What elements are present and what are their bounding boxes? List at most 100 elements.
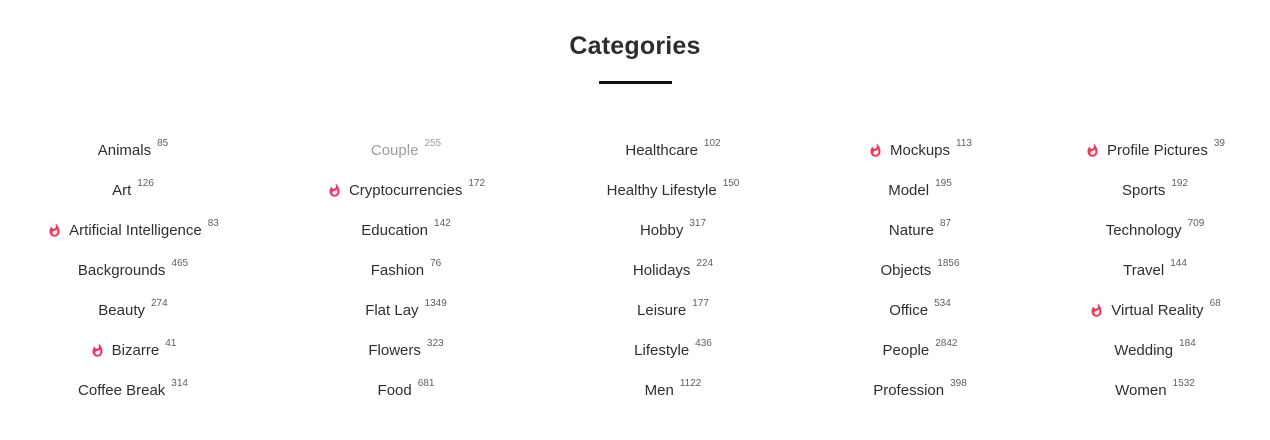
category-column: Healthcare 102 Healthy Lifestyle 150 Hob… [546,130,800,410]
category-count: 681 [417,378,435,389]
category-link[interactable]: Virtual Reality 68 [1040,290,1270,330]
category-count: 398 [950,378,967,389]
category-label: Healthcare [625,141,698,159]
category-link[interactable]: Profile Pictures 39 [1040,130,1270,170]
category-label: Backgrounds [77,261,166,279]
category-link[interactable]: Animals 85 [0,130,266,170]
category-label: Virtual Reality [1111,301,1204,319]
category-link[interactable]: Profession 398 [800,370,1040,410]
category-link[interactable]: Wedding 184 [1040,330,1270,370]
flame-icon [327,182,342,199]
category-count: 534 [934,298,951,309]
category-label: Men [644,381,674,399]
category-column: Couple 255 Cryptocurrencies 172 Educatio… [266,130,546,410]
category-link[interactable]: Nature 87 [800,210,1040,250]
category-link[interactable]: Flowers 323 [266,330,546,370]
category-link[interactable]: Flat Lay 1349 [266,290,546,330]
category-count: 113 [956,138,972,149]
category-link[interactable]: Leisure 177 [546,290,800,330]
category-label: Healthy Lifestyle [606,181,717,199]
category-label: Women [1115,381,1167,399]
category-label: Technology [1105,221,1182,239]
category-label: Flat Lay [365,301,419,319]
category-label: Coffee Break [78,381,166,399]
category-label: Lifestyle [634,341,690,359]
category-link[interactable]: Women 1532 [1040,370,1270,410]
category-count: 1856 [937,258,960,269]
category-link[interactable]: Coffee Break 314 [0,370,266,410]
flame-icon [868,142,883,159]
category-count: 1349 [424,298,447,309]
category-count: 87 [939,218,952,229]
category-count: 142 [434,218,451,229]
category-link[interactable]: Technology 709 [1040,210,1270,250]
category-label: Objects [880,261,932,279]
category-link[interactable]: Cryptocurrencies 172 [266,170,546,210]
category-count: 144 [1170,258,1187,269]
category-label: Hobby [639,221,684,239]
category-link[interactable]: Objects 1856 [800,250,1040,290]
category-label: Office [889,301,929,319]
flame-icon [47,222,62,239]
category-count: 68 [1209,298,1221,309]
category-link[interactable]: Lifestyle 436 [546,330,800,370]
category-label: Artificial Intelligence [69,221,202,239]
category-label: Couple [370,141,419,159]
category-link[interactable]: Healthy Lifestyle 150 [546,170,800,210]
category-count: 41 [165,338,177,349]
category-link[interactable]: Education 142 [266,210,546,250]
flame-icon [90,342,105,359]
section-header: Categories [0,0,1270,84]
category-link[interactable]: Office 534 [800,290,1040,330]
category-link[interactable]: Bizarre 41 [0,330,266,370]
category-count: 85 [157,138,169,149]
categories-grid: Animals 85 Art 126 Artificial Intelligen… [0,130,1270,410]
category-link[interactable]: Mockups 113 [800,130,1040,170]
category-label: Education [361,221,429,239]
category-label: Nature [888,221,934,239]
category-count: 224 [696,258,714,269]
category-count: 255 [424,138,442,149]
category-label: Beauty [98,301,145,319]
category-link[interactable]: Fashion 76 [266,250,546,290]
category-link[interactable]: Beauty 274 [0,290,266,330]
category-label: Travel [1123,261,1165,279]
category-count: 150 [722,178,740,189]
page-title: Categories [569,32,701,60]
category-label: Fashion [370,261,425,279]
category-link[interactable]: Backgrounds 465 [0,250,266,290]
category-count: 323 [426,338,444,349]
flame-icon [1089,302,1104,319]
category-link[interactable]: Travel 144 [1040,250,1270,290]
category-link[interactable]: Sports 192 [1040,170,1270,210]
category-link[interactable]: Food 681 [266,370,546,410]
category-count: 2842 [935,338,958,349]
category-label: Leisure [637,301,687,319]
category-count: 465 [171,258,189,269]
category-count: 314 [171,378,188,389]
category-link[interactable]: Men 1122 [546,370,800,410]
category-label: Sports [1121,181,1166,199]
category-link[interactable]: People 2842 [800,330,1040,370]
category-count: 1122 [679,378,702,389]
flame-icon [1085,142,1100,159]
category-count: 39 [1213,138,1225,149]
category-label: Food [377,381,412,399]
category-count: 184 [1179,338,1196,349]
category-link[interactable]: Model 195 [800,170,1040,210]
category-count: 172 [468,178,486,189]
category-column: Profile Pictures 39 Sports 192 Technolog… [1040,130,1270,410]
category-link[interactable]: Artificial Intelligence 83 [0,210,266,250]
category-link[interactable]: Holidays 224 [546,250,800,290]
category-count: 177 [692,298,709,309]
category-link[interactable]: Healthcare 102 [546,130,800,170]
category-label: Bizarre [111,341,160,359]
category-count: 274 [151,298,168,309]
category-link[interactable]: Art 126 [0,170,266,210]
category-label: Animals [97,141,152,159]
category-link[interactable]: Hobby 317 [546,210,800,250]
category-count: 317 [689,218,707,229]
category-link[interactable]: Couple 255 [266,130,546,170]
category-label: Model [888,181,930,199]
category-count: 436 [695,338,712,349]
